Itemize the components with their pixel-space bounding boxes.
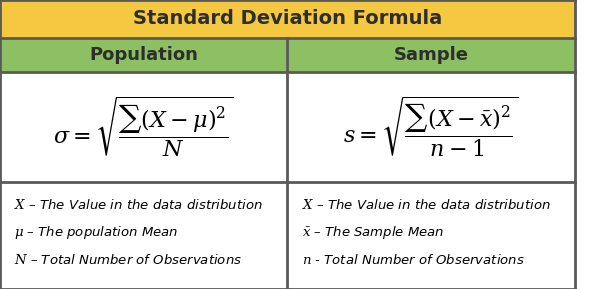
Bar: [0, 0, 575, 38]
Text: $n$ - Total Number of Observations: $n$ - Total Number of Observations: [302, 253, 525, 267]
Text: Standard Deviation Formula: Standard Deviation Formula: [133, 9, 442, 28]
Bar: [0, 38, 287, 72]
Text: Sample: Sample: [394, 46, 468, 64]
Text: Population: Population: [89, 46, 198, 64]
Bar: [287, 38, 575, 72]
Text: $N$ – Total Number of Observations: $N$ – Total Number of Observations: [14, 253, 243, 267]
Text: $\bar{x}$ – The Sample Mean: $\bar{x}$ – The Sample Mean: [302, 224, 444, 241]
Text: $X$ – The Value in the data distribution: $X$ – The Value in the data distribution: [302, 198, 551, 212]
Text: $\sigma = \sqrt{\dfrac{\sum(X - \mu)^2}{N}}$: $\sigma = \sqrt{\dfrac{\sum(X - \mu)^2}{…: [53, 95, 234, 159]
Bar: [0, 182, 287, 289]
Bar: [0, 72, 287, 182]
Text: $\mu$ – The population Mean: $\mu$ – The population Mean: [14, 224, 179, 241]
Text: $s = \sqrt{\dfrac{\sum(X - \bar{x})^2}{n-1}}$: $s = \sqrt{\dfrac{\sum(X - \bar{x})^2}{n…: [343, 95, 519, 159]
Text: $X$ – The Value in the data distribution: $X$ – The Value in the data distribution: [14, 198, 263, 212]
Bar: [287, 72, 575, 182]
Bar: [287, 182, 575, 289]
